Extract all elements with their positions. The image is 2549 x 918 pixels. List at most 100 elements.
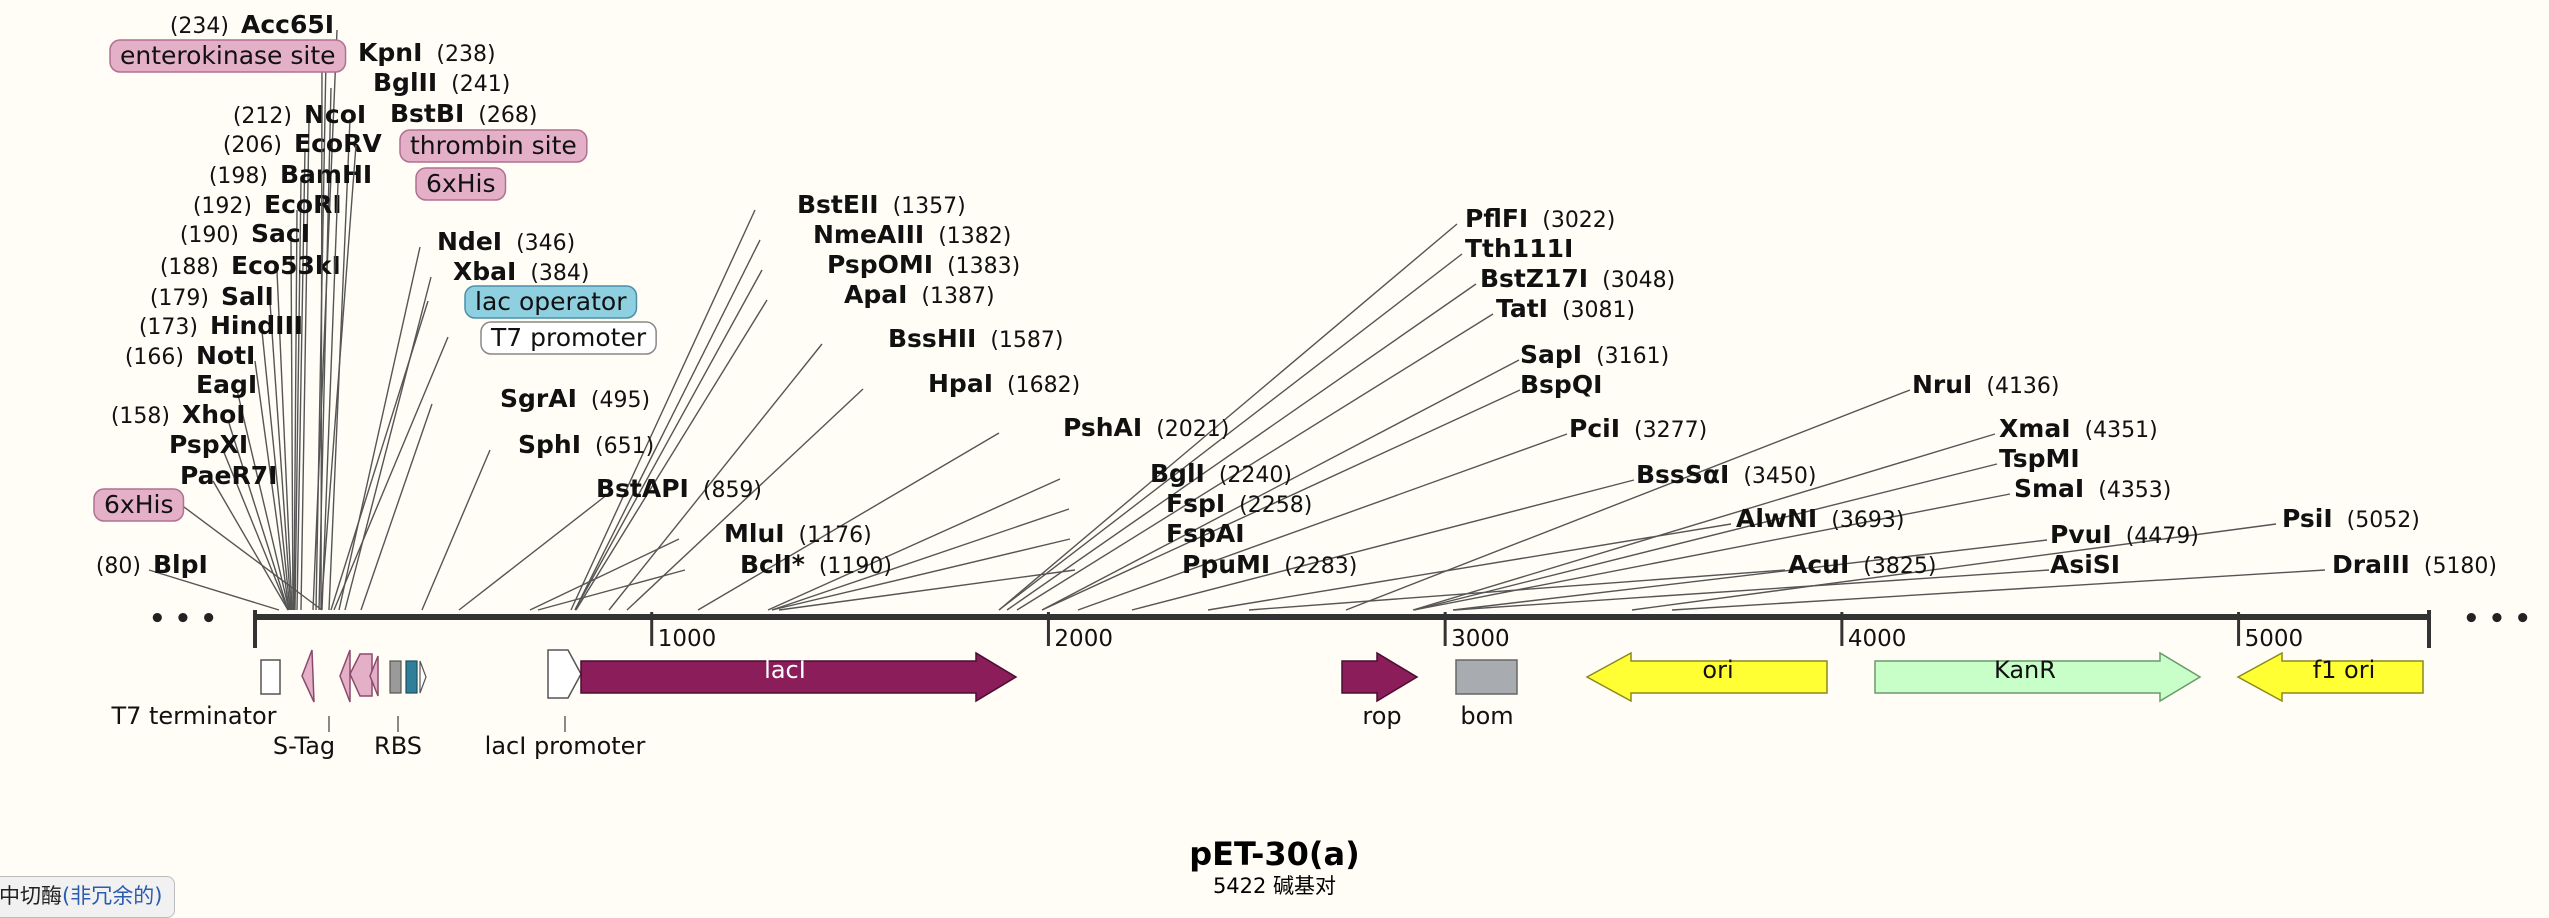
enzyme-name[interactable]: PaeR7I bbox=[180, 461, 277, 490]
enzyme-noti[interactable]: NotI (166) bbox=[125, 341, 256, 370]
enzyme-name[interactable]: Acc65I bbox=[241, 10, 334, 39]
feature-laci[interactable]: lacI bbox=[580, 651, 1018, 703]
enzyme-asisi[interactable]: AsiSI bbox=[2050, 550, 2120, 579]
enzyme-xbai[interactable]: XbaI (384) bbox=[453, 257, 590, 286]
enzyme-tspmi[interactable]: TspMI bbox=[1999, 444, 2080, 473]
site-tag-6xhis[interactable]: 6xHis bbox=[93, 488, 323, 611]
enzyme-nmeaiii[interactable]: NmeAIII (1382) bbox=[813, 220, 1011, 249]
enzyme-name[interactable]: SphI bbox=[518, 430, 581, 459]
enzyme-name[interactable]: NcoI bbox=[304, 100, 366, 129]
enzyme-name[interactable]: PpuMI bbox=[1182, 550, 1270, 579]
enzyme-pshai[interactable]: PshAI (2021) bbox=[1063, 413, 1229, 442]
enzyme-name[interactable]: EcoRI bbox=[264, 190, 342, 219]
enzyme-bstapi[interactable]: BstAPI (859) bbox=[596, 474, 762, 503]
enzyme-filter-note[interactable]: 中切酶(非冗余的) bbox=[0, 876, 176, 918]
enzyme-bsshii[interactable]: BssHII (1587) bbox=[888, 324, 1064, 353]
enzyme-bcli[interactable]: BclI* (1190) bbox=[740, 550, 892, 579]
enzyme-eco53ki[interactable]: Eco53kI (188) bbox=[160, 251, 341, 280]
enzyme-apai[interactable]: ApaI (1387) bbox=[844, 280, 995, 309]
enzyme-name[interactable]: SacI bbox=[251, 219, 310, 248]
enzyme-xmai[interactable]: XmaI (4351) bbox=[1999, 414, 2158, 443]
enzyme-nrui[interactable]: NruI (4136) bbox=[1912, 370, 2060, 399]
enzyme-name[interactable]: PspXI bbox=[169, 430, 248, 459]
enzyme-ppumi[interactable]: PpuMI (2283) bbox=[1182, 550, 1357, 579]
enzyme-name[interactable]: BclI* bbox=[740, 550, 805, 579]
enzyme-ecorv[interactable]: EcoRV (206) bbox=[223, 129, 382, 158]
enzyme-name[interactable]: SapI bbox=[1520, 340, 1582, 369]
enzyme-sali[interactable]: SalI (179) bbox=[150, 282, 274, 311]
enzyme-name[interactable]: BssSαI bbox=[1636, 460, 1729, 489]
enzyme-name[interactable]: EcoRV bbox=[294, 129, 382, 158]
site-tag-enterokinase-site[interactable]: enterokinase site bbox=[109, 39, 347, 611]
enzyme-name[interactable]: BspQI bbox=[1520, 370, 1602, 399]
enzyme-pvui[interactable]: PvuI (4479) bbox=[2050, 520, 2199, 549]
enzyme-smai[interactable]: SmaI (4353) bbox=[2014, 474, 2171, 503]
enzyme-name[interactable]: DraIII bbox=[2332, 550, 2410, 579]
enzyme-name[interactable]: BstZ17I bbox=[1480, 264, 1588, 293]
enzyme-eagi[interactable]: EagI bbox=[196, 370, 257, 399]
enzyme-paer7i[interactable]: PaeR7I bbox=[180, 461, 277, 490]
enzyme-alwni[interactable]: AlwNI (3693) bbox=[1736, 504, 1904, 533]
enzyme-blpi[interactable]: BlpI (80) bbox=[96, 550, 208, 579]
feature-f1-ori[interactable]: f1 ori bbox=[2236, 651, 2424, 703]
enzyme-name[interactable]: PspOMI bbox=[827, 250, 933, 279]
enzyme-bamhi[interactable]: BamHI (198) bbox=[209, 160, 372, 189]
enzyme-name[interactable]: BlpI bbox=[153, 550, 208, 579]
ellipsis-right[interactable]: • • • bbox=[2463, 604, 2531, 634]
enzyme-name[interactable]: NmeAIII bbox=[813, 220, 924, 249]
site-tag-6xhis[interactable]: 6xHis bbox=[321, 167, 507, 611]
enzyme-fspi[interactable]: FspI (2258) bbox=[1166, 489, 1312, 518]
enzyme-sapi[interactable]: SapI (3161) bbox=[1520, 340, 1669, 369]
enzyme-name[interactable]: FspI bbox=[1166, 489, 1225, 518]
enzyme-name[interactable]: KpnI bbox=[358, 38, 422, 67]
enzyme-xhoi[interactable]: XhoI (158) bbox=[111, 400, 246, 429]
enzyme-bspqi[interactable]: BspQI bbox=[1520, 370, 1602, 399]
enzyme-tth111i[interactable]: Tth111I bbox=[1465, 234, 1573, 263]
enzyme-name[interactable]: EagI bbox=[196, 370, 257, 399]
enzyme-name[interactable]: XmaI bbox=[1999, 414, 2071, 443]
enzyme-draiii[interactable]: DraIII (5180) bbox=[2332, 550, 2497, 579]
feature-rbs[interactable]: RBS bbox=[374, 660, 427, 760]
enzyme-acui[interactable]: AcuI (3825) bbox=[1788, 550, 1936, 579]
enzyme-name[interactable]: Eco53kI bbox=[231, 251, 341, 280]
enzyme-saci[interactable]: SacI (190) bbox=[180, 219, 310, 248]
feature-laci-promoter[interactable]: lacI promoter bbox=[485, 649, 646, 760]
enzyme-tati[interactable]: TatI (3081) bbox=[1496, 294, 1635, 323]
enzyme-ndei[interactable]: NdeI (346) bbox=[437, 227, 575, 256]
enzyme-mlui[interactable]: MluI (1176) bbox=[724, 519, 872, 548]
enzyme-pflfi[interactable]: PflFI (3022) bbox=[1465, 204, 1615, 233]
feature-kanr[interactable]: KanR bbox=[1874, 651, 2202, 703]
enzyme-bglii[interactable]: BglII (241) bbox=[373, 68, 510, 97]
enzyme-name[interactable]: HindIII bbox=[210, 311, 303, 340]
enzyme-name[interactable]: TspMI bbox=[1999, 444, 2080, 473]
enzyme-name[interactable]: PsiI bbox=[2282, 504, 2333, 533]
enzyme-name[interactable]: PshAI bbox=[1063, 413, 1142, 442]
enzyme-name[interactable]: SmaI bbox=[2014, 474, 2084, 503]
feature-rop[interactable]: rop bbox=[1341, 651, 1419, 730]
enzyme-bsteii[interactable]: BstEII (1357) bbox=[797, 190, 966, 219]
non-redundant-link[interactable]: (非冗余的) bbox=[62, 884, 163, 908]
enzyme-hindiii[interactable]: HindIII (173) bbox=[139, 311, 303, 340]
enzyme-acc65i[interactable]: Acc65I (234) bbox=[170, 10, 334, 39]
enzyme-name[interactable]: AsiSI bbox=[2050, 550, 2120, 579]
feature-bom[interactable]: bom bbox=[1455, 659, 1518, 730]
enzyme-name[interactable]: AcuI bbox=[1788, 550, 1849, 579]
enzyme-name[interactable]: PflFI bbox=[1465, 204, 1528, 233]
enzyme-bsss-i[interactable]: BssSαI (3450) bbox=[1636, 460, 1816, 489]
enzyme-fspai[interactable]: FspAI bbox=[1166, 519, 1245, 548]
enzyme-name[interactable]: FspAI bbox=[1166, 519, 1245, 548]
enzyme-name[interactable]: ApaI bbox=[844, 280, 907, 309]
enzyme-ecori[interactable]: EcoRI (192) bbox=[193, 190, 342, 219]
enzyme-bgli[interactable]: BglI (2240) bbox=[1150, 459, 1292, 488]
feature-ori[interactable]: ori bbox=[1585, 651, 1828, 703]
feature-s-tag[interactable]: S-Tag bbox=[273, 649, 379, 760]
enzyme-psii[interactable]: PsiI (5052) bbox=[2282, 504, 2420, 533]
enzyme-hpai[interactable]: HpaI (1682) bbox=[928, 369, 1080, 398]
enzyme-name[interactable]: NruI bbox=[1912, 370, 1972, 399]
enzyme-name[interactable]: SalI bbox=[221, 282, 274, 311]
enzyme-name[interactable]: XhoI bbox=[182, 400, 246, 429]
enzyme-sphi[interactable]: SphI (651) bbox=[518, 430, 654, 459]
enzyme-name[interactable]: NdeI bbox=[437, 227, 502, 256]
enzyme-name[interactable]: BssHII bbox=[888, 324, 976, 353]
enzyme-name[interactable]: SgrAI bbox=[500, 384, 577, 413]
